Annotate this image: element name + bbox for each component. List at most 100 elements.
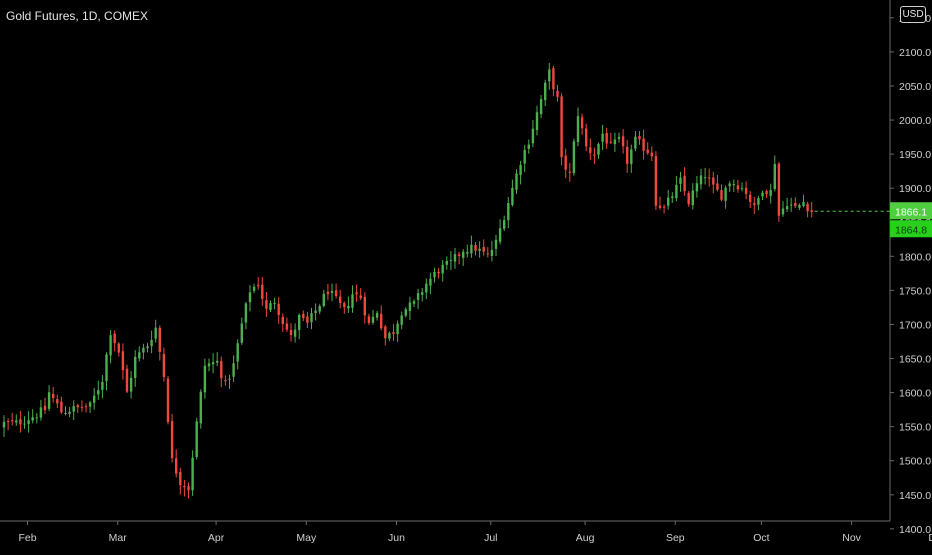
candle[interactable]	[199, 389, 202, 429]
candle[interactable]	[667, 189, 670, 210]
candle[interactable]	[626, 139, 629, 173]
candle[interactable]	[88, 400, 92, 414]
candle[interactable]	[765, 189, 768, 199]
candle[interactable]	[265, 291, 268, 317]
candle[interactable]	[683, 167, 686, 196]
candle[interactable]	[31, 409, 34, 424]
candle[interactable]	[462, 249, 465, 266]
candle[interactable]	[289, 323, 293, 342]
candle[interactable]	[675, 176, 678, 202]
candle[interactable]	[232, 355, 235, 382]
candle[interactable]	[117, 342, 120, 357]
candle[interactable]	[728, 181, 731, 192]
candle[interactable]	[269, 300, 272, 313]
candle[interactable]	[740, 182, 744, 192]
candle[interactable]	[314, 303, 317, 321]
candle[interactable]	[404, 307, 407, 318]
candle[interactable]	[97, 380, 100, 400]
last-price-tag[interactable]	[890, 202, 932, 220]
candle[interactable]	[322, 289, 325, 308]
candle[interactable]	[515, 169, 518, 194]
candle[interactable]	[375, 310, 379, 321]
candle[interactable]	[72, 400, 75, 421]
candle[interactable]	[216, 352, 219, 367]
candle[interactable]	[712, 171, 715, 194]
candle[interactable]	[146, 342, 149, 353]
candle[interactable]	[2, 415, 6, 437]
candle[interactable]	[613, 132, 617, 152]
candle[interactable]	[388, 331, 391, 342]
candle[interactable]	[408, 296, 412, 321]
candle[interactable]	[453, 247, 457, 269]
candle[interactable]	[56, 394, 59, 409]
candle[interactable]	[138, 346, 141, 362]
candle[interactable]	[576, 107, 580, 147]
candle[interactable]	[43, 397, 47, 415]
candle[interactable]	[466, 244, 469, 258]
candle[interactable]	[400, 311, 403, 330]
candle[interactable]	[261, 277, 264, 306]
candle[interactable]	[425, 278, 428, 300]
candle[interactable]	[605, 127, 608, 149]
candle[interactable]	[15, 414, 18, 426]
candle[interactable]	[769, 183, 772, 204]
candle[interactable]	[589, 138, 592, 161]
candle[interactable]	[27, 411, 30, 433]
candle[interactable]	[568, 163, 571, 182]
candle[interactable]	[486, 247, 489, 258]
candle[interactable]	[416, 288, 420, 310]
candle[interactable]	[691, 183, 694, 210]
candle[interactable]	[720, 184, 723, 202]
candle[interactable]	[339, 289, 342, 309]
candle[interactable]	[790, 197, 793, 212]
candle[interactable]	[539, 95, 543, 119]
candle[interactable]	[244, 301, 248, 330]
candle[interactable]	[183, 479, 186, 497]
candle[interactable]	[527, 139, 530, 154]
candle[interactable]	[142, 343, 145, 360]
candle[interactable]	[363, 292, 366, 324]
candle[interactable]	[601, 124, 604, 150]
candle[interactable]	[457, 251, 461, 265]
candle[interactable]	[330, 283, 334, 302]
candle[interactable]	[150, 330, 153, 354]
candle[interactable]	[310, 307, 313, 330]
candle[interactable]	[23, 416, 26, 429]
candle[interactable]	[211, 353, 215, 374]
candle[interactable]	[76, 403, 79, 414]
candle[interactable]	[757, 195, 760, 211]
candle[interactable]	[699, 168, 703, 190]
candle[interactable]	[248, 285, 252, 312]
candle[interactable]	[617, 132, 621, 143]
candle[interactable]	[810, 201, 813, 218]
candle[interactable]	[179, 467, 182, 495]
candle[interactable]	[306, 311, 309, 329]
candle[interactable]	[507, 196, 510, 229]
candle[interactable]	[806, 201, 809, 218]
candle[interactable]	[39, 399, 43, 421]
candle[interactable]	[560, 93, 563, 166]
candle[interactable]	[355, 284, 358, 302]
candle[interactable]	[621, 129, 625, 154]
candle[interactable]	[802, 194, 805, 208]
candle[interactable]	[93, 387, 96, 410]
candle[interactable]	[654, 151, 658, 211]
candle[interactable]	[490, 240, 494, 262]
candle[interactable]	[749, 191, 752, 209]
candle[interactable]	[687, 190, 690, 207]
candle[interactable]	[597, 142, 600, 159]
prev-price-tag[interactable]	[890, 220, 932, 238]
candle[interactable]	[203, 358, 207, 399]
candle[interactable]	[351, 285, 354, 313]
candle[interactable]	[761, 190, 764, 200]
candle[interactable]	[716, 174, 719, 192]
candle[interactable]	[671, 192, 674, 203]
candle[interactable]	[794, 197, 797, 208]
candle[interactable]	[662, 204, 666, 214]
candle[interactable]	[548, 62, 551, 90]
candle[interactable]	[392, 324, 395, 341]
candle[interactable]	[511, 179, 514, 207]
candle[interactable]	[732, 179, 735, 193]
candle[interactable]	[785, 197, 789, 213]
candle[interactable]	[64, 406, 67, 416]
